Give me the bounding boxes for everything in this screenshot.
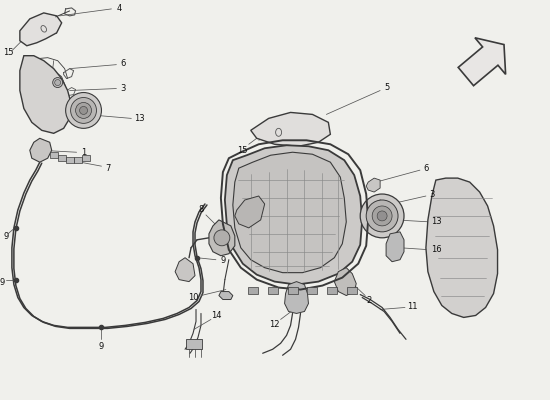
- Polygon shape: [372, 200, 386, 214]
- Polygon shape: [458, 38, 505, 86]
- Text: 9: 9: [3, 232, 9, 241]
- Polygon shape: [366, 178, 380, 192]
- Bar: [81, 155, 90, 161]
- Bar: [288, 286, 298, 294]
- Polygon shape: [334, 268, 356, 296]
- Circle shape: [214, 230, 230, 246]
- Bar: [307, 286, 317, 294]
- Bar: [248, 286, 258, 294]
- Polygon shape: [251, 112, 331, 146]
- Polygon shape: [426, 178, 498, 318]
- Bar: [347, 286, 358, 294]
- Text: 13: 13: [134, 114, 145, 123]
- Text: 7: 7: [106, 164, 111, 173]
- Bar: [268, 286, 278, 294]
- Circle shape: [75, 102, 91, 118]
- Text: 10: 10: [188, 293, 198, 302]
- Circle shape: [360, 194, 404, 238]
- Text: 9: 9: [0, 278, 4, 287]
- Circle shape: [80, 106, 87, 114]
- Circle shape: [53, 78, 63, 88]
- Bar: [327, 286, 337, 294]
- Text: 5: 5: [384, 83, 390, 92]
- Bar: [50, 152, 58, 158]
- Polygon shape: [30, 138, 52, 162]
- Circle shape: [377, 211, 387, 221]
- Text: 3: 3: [120, 84, 126, 93]
- Text: 16: 16: [432, 245, 442, 254]
- Circle shape: [65, 92, 101, 128]
- Polygon shape: [233, 152, 346, 273]
- Polygon shape: [20, 13, 62, 46]
- Polygon shape: [284, 282, 309, 314]
- Text: 4: 4: [117, 4, 122, 14]
- Text: 15: 15: [3, 48, 13, 57]
- Polygon shape: [225, 145, 362, 284]
- Circle shape: [54, 80, 60, 86]
- Text: 3: 3: [429, 190, 434, 198]
- Polygon shape: [219, 292, 233, 300]
- Bar: [65, 157, 74, 163]
- Text: 12: 12: [270, 320, 280, 329]
- Circle shape: [372, 206, 392, 226]
- Polygon shape: [209, 220, 235, 256]
- Text: 15: 15: [238, 146, 248, 155]
- Text: 9: 9: [220, 256, 225, 265]
- Circle shape: [366, 200, 398, 232]
- Polygon shape: [175, 258, 195, 282]
- Text: 13: 13: [432, 217, 442, 226]
- Text: 6: 6: [423, 164, 428, 173]
- Text: 11: 11: [406, 302, 417, 311]
- Text: 2: 2: [366, 296, 372, 305]
- Polygon shape: [20, 56, 72, 133]
- Text: 9: 9: [99, 342, 104, 351]
- Polygon shape: [235, 196, 265, 228]
- Bar: [58, 155, 65, 161]
- Text: 6: 6: [120, 59, 126, 68]
- Bar: [74, 157, 81, 163]
- Bar: [186, 339, 202, 349]
- Circle shape: [70, 98, 96, 123]
- Text: 8: 8: [199, 206, 204, 214]
- Polygon shape: [386, 232, 404, 262]
- Text: 14: 14: [211, 311, 221, 320]
- Text: 1: 1: [81, 148, 86, 157]
